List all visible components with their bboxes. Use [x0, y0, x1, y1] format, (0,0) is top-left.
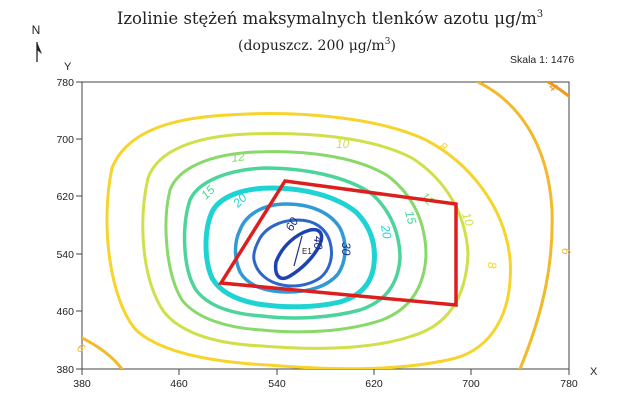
contour-label: 6	[75, 340, 88, 356]
y-tick-label: 620	[56, 191, 74, 203]
contour-label: 8	[485, 262, 499, 269]
x-tick-label: 620	[365, 378, 383, 390]
contour-label: 20	[378, 223, 394, 240]
y-tick-label: 460	[56, 306, 74, 318]
x-tick-label: 540	[268, 378, 286, 390]
contour-label: 30	[339, 242, 353, 256]
map-title: Izolinie stężeń maksymalnych tlenków azo…	[117, 9, 543, 28]
contour-label: 10	[336, 137, 350, 151]
north-arrow-icon: N	[32, 23, 42, 62]
y-tick-label: 780	[56, 77, 74, 89]
contour-line-6	[478, 82, 552, 369]
north-label: N	[32, 23, 41, 37]
contour-label: 12	[230, 149, 245, 165]
contour-label: 15	[402, 209, 419, 226]
contour-label: 40	[311, 236, 325, 250]
contour-label: 6	[559, 248, 573, 255]
x-tick-label: 780	[560, 378, 578, 390]
y-tick-labels: 780 700 620 540 460 380	[56, 77, 74, 376]
y-tick-label: 700	[56, 134, 74, 146]
contour-label: 60	[282, 215, 301, 234]
x-axis	[82, 369, 569, 375]
x-tick-labels: 380 460 540 620 700 780	[73, 378, 578, 390]
scale-label: Skala 1: 1476	[510, 54, 574, 66]
x-tick-label: 700	[462, 378, 480, 390]
map-subtitle: (dopuszcz. 200 μg/m3)	[238, 37, 396, 54]
x-tick-label: 460	[170, 378, 188, 390]
x-axis-name: X	[590, 366, 598, 378]
emitter-label: E1	[302, 247, 312, 256]
y-axis	[76, 82, 82, 369]
y-tick-label: 540	[56, 249, 74, 261]
contour-line-6	[82, 338, 122, 369]
x-tick-label: 380	[73, 378, 91, 390]
y-tick-label: 380	[56, 364, 74, 376]
y-axis-name: Y	[64, 61, 72, 73]
